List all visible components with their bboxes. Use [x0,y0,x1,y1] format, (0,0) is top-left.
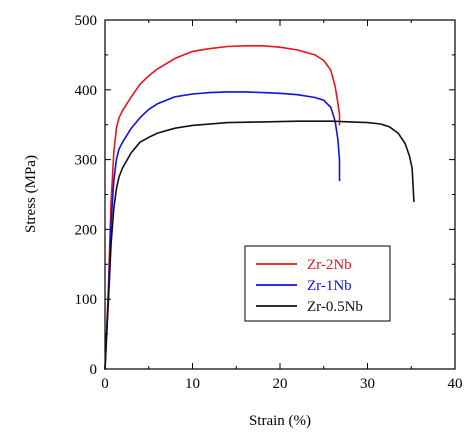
x-tick-label: 40 [448,376,463,392]
y-tick-label: 500 [75,13,98,29]
series-line-zr-1nb [104,91,341,370]
legend-entries: Zr-2Nb Zr-1Nb Zr-0.5Nb [256,257,363,315]
series-line-zr-2nb [104,44,341,370]
x-tick-label: 20 [273,376,288,392]
legend-box [244,245,391,322]
axis-ticks [104,19,456,370]
y-axis-title: Stress (MPa) [23,155,39,233]
y-tick-label: 300 [75,153,98,169]
legend-label: Zr-1Nb [307,278,352,294]
series-line-zr-0-5nb [104,120,415,370]
y-tick-label: 0 [90,362,98,378]
x-axis-title: Strain (%) [249,413,311,429]
series-lines [104,44,415,370]
x-tick-label: 10 [185,376,200,392]
y-tick-label: 400 [75,83,98,99]
y-tick-label: 200 [75,222,98,238]
legend-label: Zr-0.5Nb [307,299,363,315]
x-tick-label: 30 [360,376,375,392]
legend-label: Zr-2Nb [307,257,352,273]
y-tick-label: 100 [75,292,98,308]
x-tick-label: 0 [101,376,109,392]
legend: Zr-2Nb Zr-1Nb Zr-0.5Nb [244,245,391,322]
